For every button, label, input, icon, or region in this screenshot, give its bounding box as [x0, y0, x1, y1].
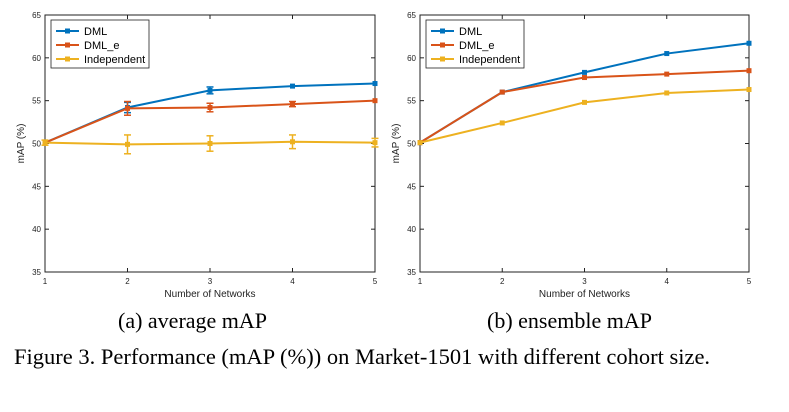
y-tick-label-a-1: 40	[32, 225, 41, 234]
y-tick-label-a-0: 35	[32, 268, 41, 277]
data-point-a-dml-e-4	[372, 98, 378, 104]
data-point-a-independent-4	[372, 140, 378, 146]
x-tick-label-a-0: 1	[43, 277, 48, 286]
legend-label-a-dml: DML	[84, 26, 107, 38]
legend-label-a-dml-e: DML_e	[84, 40, 119, 52]
y-tick-label-a-2: 45	[32, 182, 41, 191]
x-tick-label-a-1: 2	[125, 277, 130, 286]
legend-marker-a-dml-e	[65, 42, 70, 48]
data-point-a-dml-e-2	[207, 105, 213, 111]
y-tick-label-a-3: 50	[32, 140, 41, 149]
x-tick-label-a-4: 5	[373, 277, 378, 286]
figure-caption: Figure 3. Performance (mAP (%)) on Marke…	[14, 344, 711, 369]
data-point-a-dml-3	[290, 83, 295, 89]
subcaption-b: (b) ensemble mAP	[487, 308, 652, 333]
x-axis-label-a: Number of Networks	[164, 289, 255, 300]
data-point-a-dml-4	[372, 81, 378, 87]
legend-marker-a-independent	[65, 56, 70, 62]
x-tick-label-a-3: 4	[290, 277, 295, 286]
data-point-a-independent-3	[290, 139, 295, 145]
y-tick-label-a-6: 65	[32, 11, 41, 20]
data-point-a-independent-0	[42, 140, 48, 146]
y-tick-label-a-4: 55	[32, 97, 41, 106]
y-axis-label-a: mAP (%)	[16, 124, 27, 164]
y-tick-label-a-5: 60	[32, 54, 41, 63]
x-tick-label-a-2: 3	[208, 277, 213, 286]
data-point-a-independent-1	[125, 141, 130, 147]
legend-marker-a-dml	[65, 28, 70, 34]
data-point-a-dml-e-1	[125, 105, 130, 111]
data-point-a-dml-e-3	[290, 101, 295, 107]
legend-label-a-independent: Independent	[84, 54, 145, 66]
data-point-a-independent-2	[207, 141, 213, 146]
data-point-a-dml-2	[207, 87, 213, 93]
subcaption-a: (a) average mAP	[118, 308, 268, 333]
